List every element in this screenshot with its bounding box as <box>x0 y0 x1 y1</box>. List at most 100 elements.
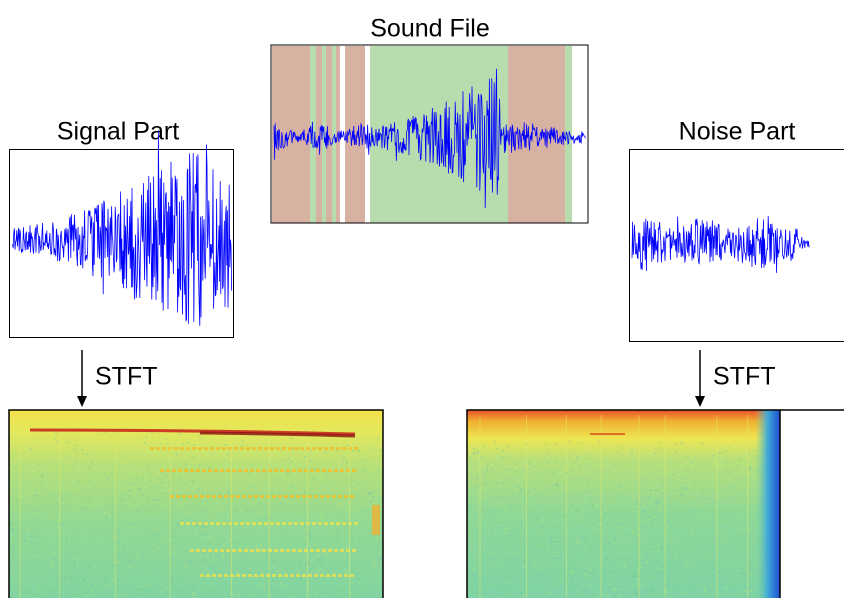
spectrogram-texture <box>281 459 284 461</box>
spectrogram-texture <box>181 443 184 445</box>
spectrogram-texture <box>106 585 109 587</box>
spectrogram-texture <box>482 481 485 484</box>
spectrogram-texture <box>233 480 236 483</box>
spectrogram-texture <box>355 488 358 490</box>
spectrogram-texture <box>554 487 557 489</box>
spectrogram-texture <box>622 551 625 553</box>
spectrogram-harmonic <box>302 574 306 577</box>
spectrogram-texture <box>34 489 37 491</box>
spectrogram-texture <box>710 574 713 576</box>
spectrogram-texture <box>612 542 615 544</box>
spectrogram-texture <box>649 489 652 491</box>
spectrogram-texture <box>538 565 541 567</box>
spectrogram-texture <box>218 450 220 452</box>
spectrogram-texture <box>669 559 672 562</box>
spectrogram-texture <box>657 562 659 564</box>
spectrogram-texture <box>740 529 743 531</box>
spectrogram-texture <box>543 502 546 504</box>
spectrogram-texture <box>333 479 335 482</box>
spectrogram-texture <box>595 537 598 539</box>
spectrogram-texture <box>705 517 708 520</box>
spectrogram-harmonic <box>308 574 312 577</box>
spectrogram-texture <box>367 457 370 460</box>
spectrogram-texture <box>690 462 693 464</box>
spectrogram-texture <box>378 565 381 567</box>
spectrogram-texture <box>628 533 631 535</box>
spectrogram-texture <box>659 594 662 596</box>
spectrogram-texture <box>161 471 164 473</box>
spectrogram-texture <box>609 571 612 573</box>
spectrogram-texture <box>666 526 669 529</box>
spectrogram-texture <box>734 532 737 534</box>
spectrogram-texture <box>184 482 187 485</box>
spectrogram-texture <box>640 585 643 587</box>
spectrogram-texture <box>579 514 582 517</box>
spectrogram-texture <box>681 457 684 459</box>
spectrogram-texture <box>152 519 155 521</box>
spectrogram-texture <box>104 431 107 433</box>
spectrogram-harmonic <box>282 522 286 525</box>
spectrogram-texture <box>752 449 755 452</box>
spectrogram-harmonic <box>340 469 344 472</box>
spectrogram-texture <box>642 510 645 512</box>
spectrogram-texture <box>88 498 91 500</box>
spectrogram-harmonic <box>236 495 240 498</box>
spectrogram-texture <box>607 541 610 543</box>
spectrogram-harmonic <box>320 574 324 577</box>
spectrogram-texture <box>721 535 724 537</box>
spectrogram-texture <box>148 475 151 477</box>
spectrogram-texture <box>741 469 744 471</box>
spectrogram-texture <box>213 540 216 543</box>
spectrogram-texture <box>591 544 594 546</box>
spectrogram-texture <box>660 466 663 469</box>
spectrogram-texture <box>542 592 545 595</box>
spectrogram-texture <box>24 540 27 543</box>
spectrogram-texture <box>202 529 204 531</box>
spectrogram-texture <box>274 460 277 462</box>
spectrogram-texture <box>330 567 332 570</box>
spectrogram-texture <box>701 442 704 445</box>
spectrogram-texture <box>259 548 262 551</box>
spectrogram-texture <box>652 577 655 579</box>
spectrogram-texture <box>162 545 165 548</box>
spectrogram-texture <box>667 520 670 523</box>
spectrogram-texture <box>578 446 581 448</box>
spectrogram-texture <box>598 519 601 522</box>
spectrogram-texture <box>616 571 619 573</box>
spectrogram-texture <box>488 537 491 539</box>
spectrogram-texture <box>290 460 293 463</box>
spectrogram-harmonic <box>312 522 316 525</box>
spectrogram-texture <box>547 441 550 443</box>
spectrogram-texture <box>574 568 577 570</box>
spectrogram-harmonic <box>344 574 348 577</box>
spectrogram-texture <box>550 592 553 594</box>
spectrogram-harmonic <box>264 447 268 450</box>
spectrogram-texture <box>744 590 747 593</box>
spectrogram-texture <box>579 521 582 523</box>
spectrogram-texture <box>330 533 332 536</box>
spectrogram-texture <box>631 448 634 450</box>
spectrogram-texture <box>554 462 557 464</box>
spectrogram-texture <box>145 439 148 441</box>
spectrogram-texture <box>224 444 227 446</box>
spectrogram-texture <box>240 445 243 447</box>
spectrogram-texture <box>589 491 592 493</box>
spectrogram-texture <box>471 479 474 482</box>
spectrogram-texture <box>225 554 228 557</box>
spectrogram-texture <box>197 488 200 490</box>
spectrogram-harmonic <box>272 495 276 498</box>
spectrogram-texture <box>104 441 107 444</box>
spectrogram-texture <box>52 562 55 564</box>
spectrogram-harmonic <box>276 447 280 450</box>
spectrogram-harmonic <box>286 469 290 472</box>
spectrogram-texture <box>214 463 217 466</box>
spectrogram-texture <box>706 563 709 565</box>
spectrogram-texture <box>166 442 169 445</box>
spectrogram-texture <box>369 432 372 435</box>
spectrogram-texture <box>192 594 195 597</box>
spectrogram-texture <box>66 442 69 444</box>
spectrogram-texture <box>182 470 185 472</box>
spectrogram-texture <box>308 483 311 485</box>
spectrogram-texture <box>54 454 56 456</box>
spectrogram-texture <box>689 485 692 487</box>
